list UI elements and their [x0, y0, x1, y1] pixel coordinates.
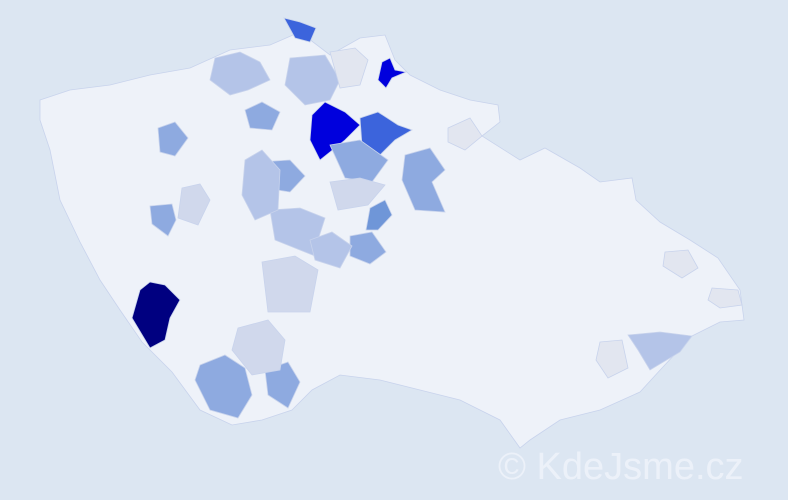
district-region[interactable] — [131, 281, 181, 349]
district-region[interactable] — [149, 203, 177, 237]
district-region[interactable] — [377, 57, 408, 89]
district-region[interactable] — [707, 287, 743, 309]
district-region[interactable] — [157, 121, 189, 157]
district-region[interactable] — [401, 147, 446, 213]
district-region[interactable] — [662, 249, 699, 279]
district-region[interactable] — [283, 17, 317, 43]
district-region[interactable] — [244, 101, 281, 131]
district-region[interactable] — [365, 199, 393, 231]
district-region[interactable] — [595, 339, 629, 379]
district-region[interactable] — [447, 117, 483, 151]
district-region[interactable] — [329, 177, 386, 211]
district-region[interactable] — [329, 47, 369, 89]
district-region[interactable] — [231, 319, 286, 376]
district-region[interactable] — [241, 149, 281, 221]
country-outline[interactable] — [39, 31, 745, 449]
district-region[interactable] — [284, 54, 341, 106]
district-region[interactable] — [194, 354, 253, 419]
district-region[interactable] — [264, 361, 301, 409]
district-region[interactable] — [309, 101, 361, 161]
watermark: © KdeJsme.cz — [498, 446, 744, 488]
district-region[interactable] — [177, 183, 211, 226]
district-region[interactable] — [261, 255, 319, 313]
district-region[interactable] — [209, 51, 271, 96]
district-region[interactable] — [309, 231, 353, 269]
district-region[interactable] — [349, 231, 387, 265]
district-region[interactable] — [627, 331, 693, 371]
district-region[interactable] — [329, 139, 389, 183]
